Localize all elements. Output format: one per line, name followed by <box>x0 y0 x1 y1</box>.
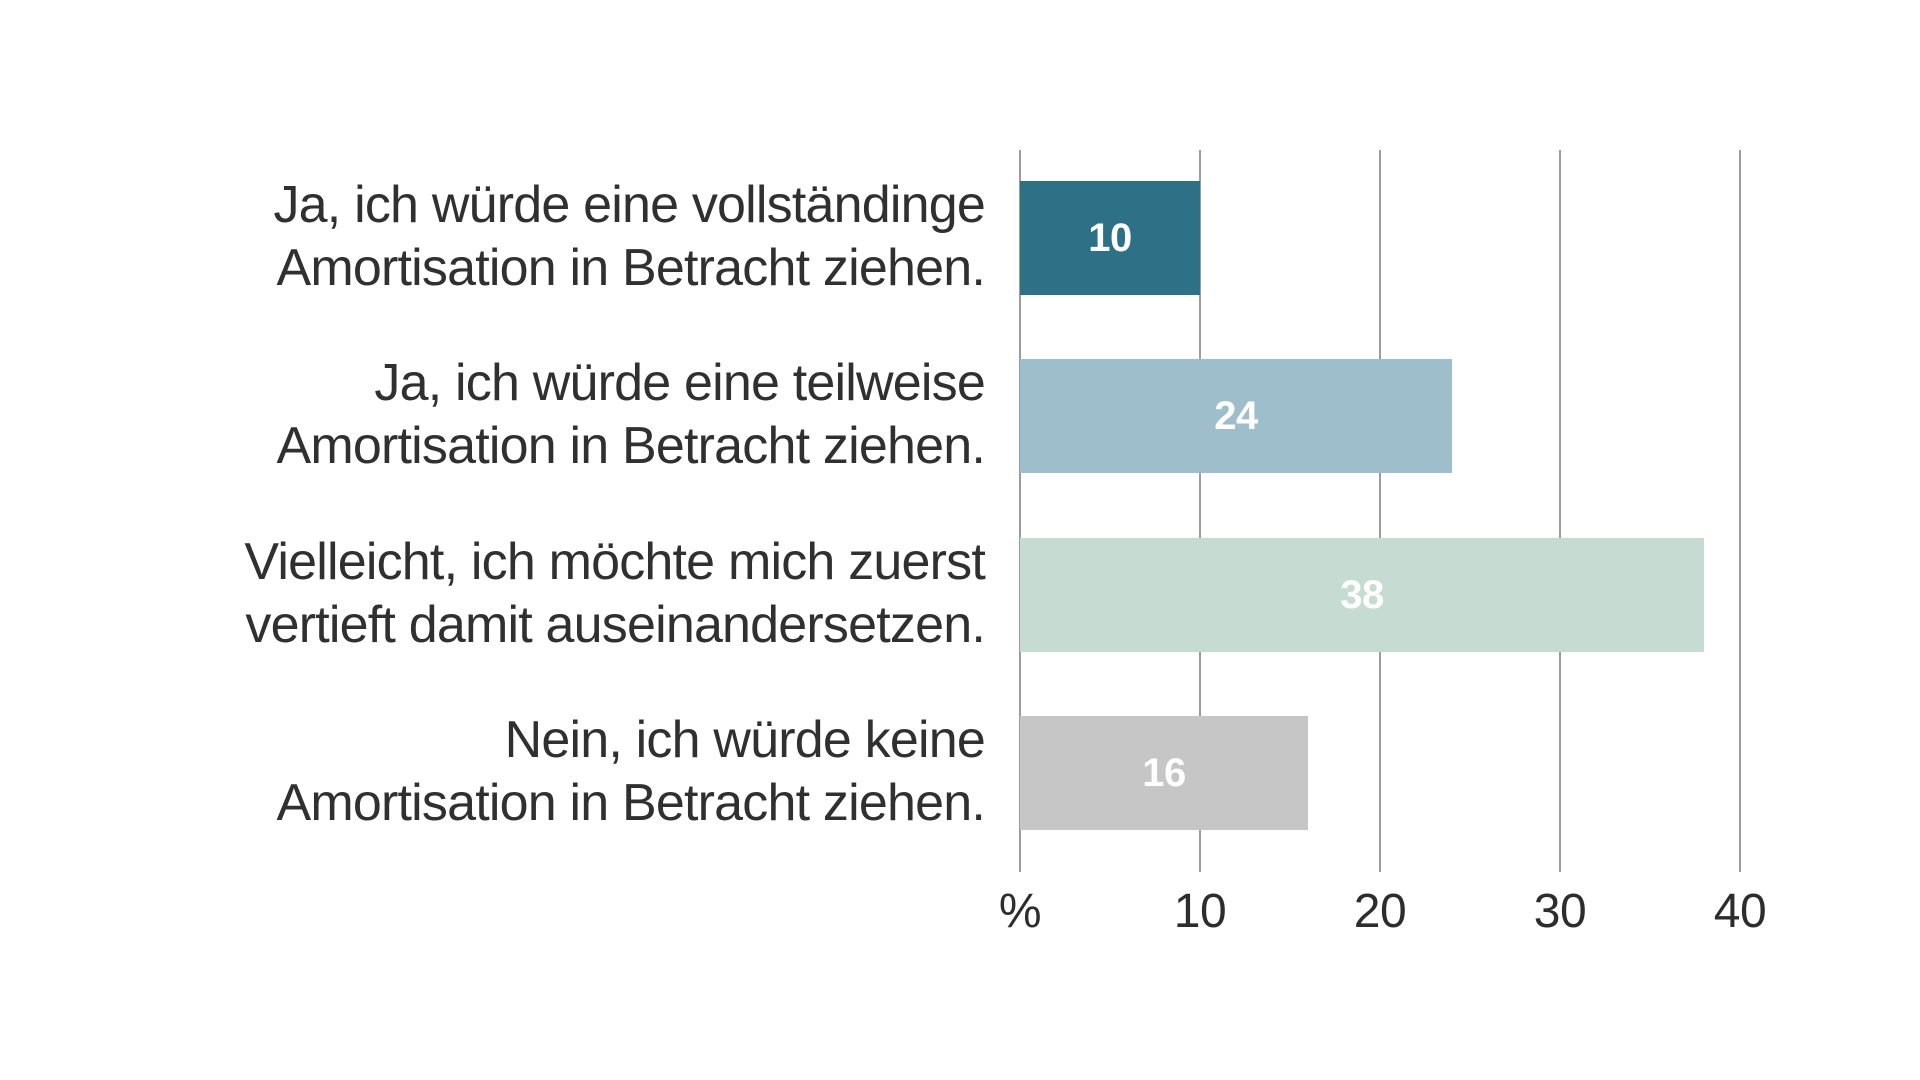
bar: 24 <box>1020 359 1452 473</box>
category-label: Ja, ich würde eine teilweise Amortisation… <box>276 352 985 479</box>
bar: 16 <box>1020 716 1308 830</box>
category-label-line: Amortisation in Betracht ziehen. <box>276 417 985 476</box>
category-label: Vielleicht, ich möchte mich zuerst vertie… <box>244 531 985 658</box>
x-axis-tick-label: 20 <box>1353 885 1407 938</box>
category-label-line: Ja, ich würde eine teilweise <box>374 354 985 412</box>
gridline <box>1019 150 1021 872</box>
category-label-line: vertieft damit auseinandersetzen. <box>245 596 985 655</box>
gridline <box>1739 150 1741 872</box>
x-axis-tick-label: 30 <box>1533 885 1587 938</box>
bar-value-label: 24 <box>1214 393 1258 438</box>
category-label: Ja, ich würde eine vollständinge Amortisa… <box>273 174 985 301</box>
gridline <box>1379 150 1381 872</box>
gridline <box>1559 150 1561 872</box>
x-axis-tick-label: 10 <box>1173 885 1227 938</box>
category-label: Nein, ich würde keine Amortisation in Bet… <box>276 709 985 836</box>
category-label-line: Amortisation in Betracht ziehen. <box>276 239 985 298</box>
x-axis-tick-label: 40 <box>1713 885 1767 938</box>
bar: 10 <box>1020 181 1200 295</box>
category-label-line: Ja, ich würde eine vollständinge <box>273 176 985 234</box>
bar: 38 <box>1020 538 1704 652</box>
category-label-line: Amortisation in Betracht ziehen. <box>276 774 985 833</box>
category-label-line: Nein, ich würde keine <box>504 711 986 769</box>
x-axis-tick-label: % <box>998 885 1042 938</box>
gridline <box>1199 150 1201 872</box>
category-label-line: Vielleicht, ich möchte mich zuerst <box>244 533 985 591</box>
bar-value-label: 10 <box>1088 215 1132 260</box>
bar-value-label: 16 <box>1142 750 1186 795</box>
bar-value-label: 38 <box>1340 572 1384 617</box>
